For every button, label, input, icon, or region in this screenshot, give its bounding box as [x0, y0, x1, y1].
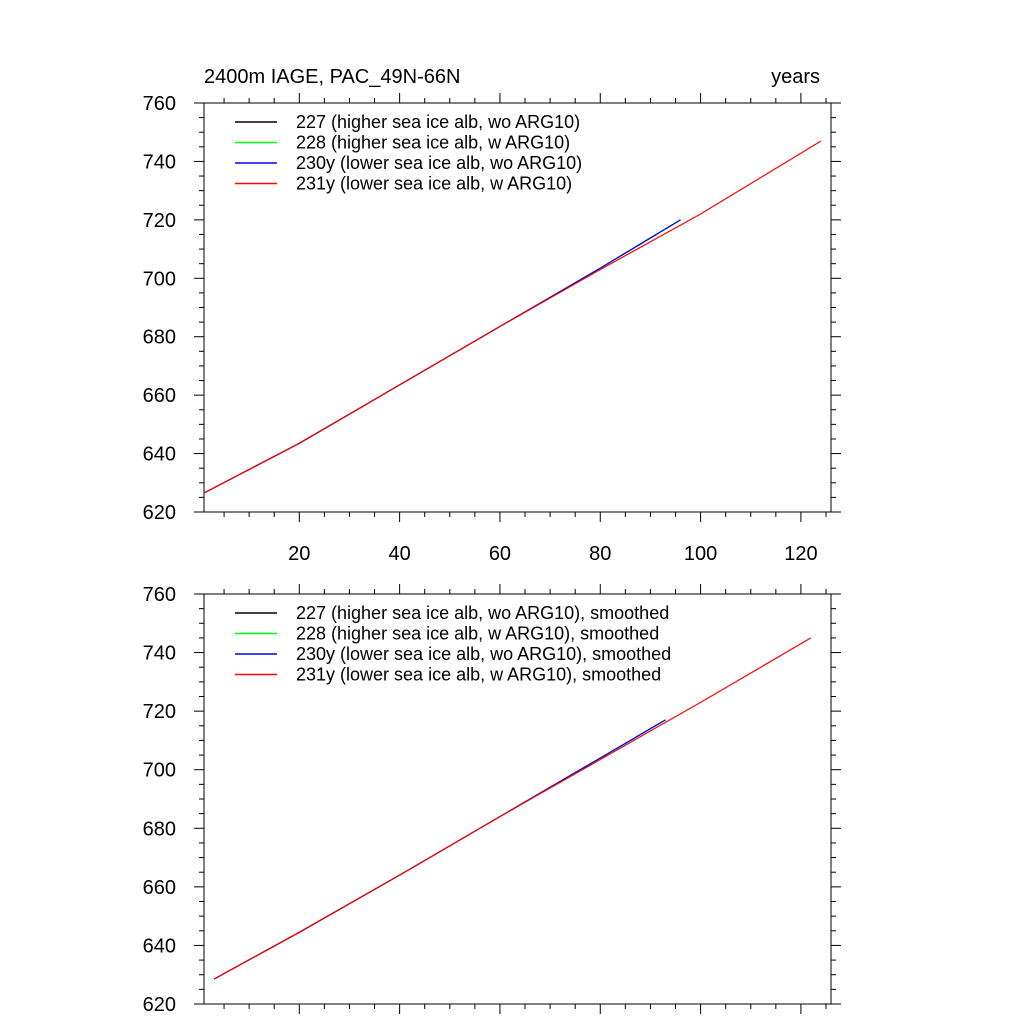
top-panel: 620 640 660 680 700 720 740 760 20 40 60 80 100 120 22… [143, 93, 841, 565]
units-label: years [771, 66, 820, 88]
y-tick-label: 640 [143, 444, 176, 466]
y-tick-label: 620 [143, 502, 176, 524]
y-tick-label: 740 [143, 643, 176, 665]
x-tick-label: 20 [288, 543, 310, 565]
series-line-2 [203, 219, 681, 494]
y-tick-label: 640 [143, 935, 176, 957]
y-tick-label: 700 [143, 268, 176, 290]
y-tick-label: 720 [143, 210, 176, 232]
x-tick-label: 60 [489, 543, 511, 565]
y-tick-label: 620 [143, 994, 176, 1016]
chart-title: 2400m IAGE, PAC_49N-66N [204, 66, 460, 88]
y-tick-label: 660 [143, 877, 176, 899]
series-line-2 [213, 719, 666, 980]
series-line-3 [213, 637, 812, 980]
y-tick-label: 660 [143, 385, 176, 407]
x-tick-label: 120 [784, 543, 817, 565]
y-tick-label: 760 [143, 93, 176, 115]
bottom-panel: 620 640 660 680 700 720 740 760 227 (higher sea … [143, 584, 841, 1016]
legend-label: 228 (higher sea ice alb, w ARG10), smoot… [296, 624, 659, 644]
y-tick-label: 720 [143, 701, 176, 723]
y-tick-label: 700 [143, 760, 176, 782]
legend-label: 227 (higher sea ice alb, wo ARG10) [296, 112, 580, 132]
series-line-1 [203, 219, 681, 494]
legend-label: 228 (higher sea ice alb, w ARG10) [296, 133, 570, 153]
legend-label: 230y (lower sea ice alb, wo ARG10) [296, 153, 582, 173]
y-tick-label: 680 [143, 818, 176, 840]
x-tick-label: 80 [589, 543, 611, 565]
legend-label: 231y (lower sea ice alb, w ARG10) [296, 174, 572, 194]
series-line-3 [203, 140, 822, 494]
x-tick-label: 40 [388, 543, 410, 565]
series-line-0 [203, 219, 681, 494]
legend-label: 230y (lower sea ice alb, wo ARG10), smoo… [296, 644, 671, 664]
y-tick-label: 680 [143, 327, 176, 349]
legend-label: 227 (higher sea ice alb, wo ARG10), smoo… [296, 603, 669, 623]
x-tick-label: 100 [684, 543, 717, 565]
legend-label: 231y (lower sea ice alb, w ARG10), smoot… [296, 665, 661, 685]
y-tick-label: 740 [143, 151, 176, 173]
y-tick-label: 760 [143, 584, 176, 606]
